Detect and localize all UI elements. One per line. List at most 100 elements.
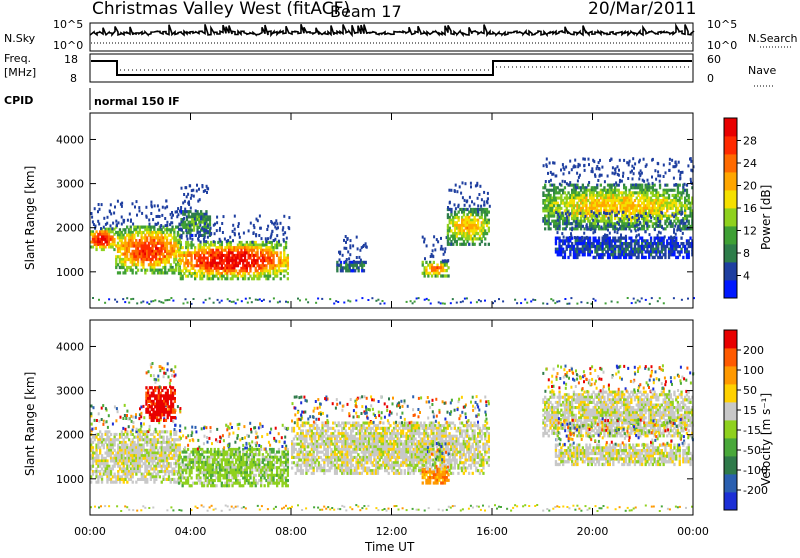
- speckle-cell: [205, 240, 207, 243]
- scatter-cell: [162, 438, 164, 441]
- speckle-cell: [620, 236, 622, 239]
- speckle-cell: [618, 211, 620, 214]
- ground-cell: [335, 300, 337, 302]
- scatter-cell: [564, 256, 566, 259]
- speckle-cell: [645, 212, 647, 215]
- scatter-cell: [637, 256, 639, 259]
- ground-cell: [205, 299, 207, 301]
- scatter-cell: [182, 277, 184, 280]
- scatter-cell: [203, 275, 205, 278]
- ground-cell: [587, 509, 589, 511]
- speckle-cell: [274, 238, 276, 241]
- scatter-cell: [179, 444, 181, 447]
- scatter-cell: [488, 243, 490, 246]
- scatter-cell: [115, 433, 117, 436]
- speckle-cell: [634, 162, 636, 165]
- ground-cell: [476, 301, 478, 303]
- speckle-cell: [175, 211, 177, 214]
- speckle-cell: [182, 201, 184, 204]
- ground-cell: [279, 301, 281, 303]
- speckle-cell: [657, 224, 659, 227]
- speckle-cell: [216, 216, 218, 219]
- speckle-cell: [270, 220, 272, 223]
- speckle-cell: [583, 164, 585, 167]
- speckle-cell: [150, 201, 152, 204]
- speckle-cell: [480, 205, 482, 208]
- scatter-cell: [643, 227, 645, 230]
- ground-cell: [424, 510, 426, 512]
- ground-cell: [203, 506, 205, 508]
- ground-cell: [580, 510, 582, 512]
- ground-cell: [522, 505, 524, 507]
- ground-cell: [520, 302, 522, 304]
- speckle-cell: [444, 247, 446, 250]
- scatter-cell: [146, 478, 148, 481]
- ground-cell: [261, 300, 263, 302]
- speckle-cell: [679, 174, 681, 177]
- speckle-cell: [578, 176, 580, 179]
- scatter-cell: [132, 433, 134, 436]
- scatter-cell: [564, 186, 566, 189]
- ground-cell: [430, 303, 432, 305]
- speckle-cell: [423, 240, 425, 243]
- speckle-cell: [434, 248, 436, 251]
- velocity-heatmap: [90, 362, 694, 512]
- scatter-cell: [132, 271, 134, 274]
- speckle-cell: [92, 220, 94, 223]
- ground-cell: [424, 299, 426, 301]
- ground-cell: [554, 506, 556, 508]
- ground-cell: [406, 301, 408, 303]
- speckle-cell: [187, 202, 189, 205]
- ground-cell: [568, 303, 570, 305]
- scatter-cell: [114, 449, 116, 452]
- speckle-cell: [203, 230, 205, 233]
- ground-cell: [478, 506, 480, 508]
- speckle-cell: [140, 412, 142, 415]
- speckle-cell: [470, 182, 472, 185]
- speckle-cell: [91, 216, 93, 219]
- ground-cell: [351, 508, 353, 510]
- speckle-cell: [267, 225, 269, 228]
- ground-cell: [245, 298, 247, 300]
- speckle-cell: [679, 177, 681, 180]
- speckle-cell: [345, 247, 347, 250]
- speckle-cell: [121, 223, 123, 226]
- ground-cell: [558, 300, 560, 302]
- speckle-cell: [464, 204, 466, 207]
- ground-cell: [349, 300, 351, 302]
- ground-cell: [136, 510, 138, 512]
- ground-cell: [249, 297, 251, 299]
- speckle-cell: [343, 239, 345, 242]
- speckle-cell: [607, 175, 609, 178]
- speckle-cell: [141, 212, 143, 215]
- speckle-cell: [195, 209, 197, 212]
- scatter-cell: [132, 475, 134, 478]
- nsky-tick-top: 10^5: [53, 18, 83, 31]
- speckle-cell: [665, 171, 667, 174]
- ground-cell: [195, 506, 197, 508]
- speckle-cell: [617, 173, 619, 176]
- ground-cell: [464, 298, 466, 300]
- ground-cell: [414, 301, 416, 303]
- ground-cell: [470, 505, 472, 507]
- ground-cell: [126, 506, 128, 508]
- speckle-cell: [622, 172, 624, 175]
- ground-cell: [396, 505, 398, 507]
- scatter-cell: [146, 433, 148, 436]
- speckle-cell: [603, 235, 605, 238]
- ground-cell: [347, 300, 349, 302]
- ground-cell: [554, 302, 556, 304]
- speckle-cell: [592, 159, 594, 162]
- speckle-cell: [253, 231, 255, 234]
- ground-cell: [203, 302, 205, 304]
- speckle-cell: [149, 223, 151, 226]
- scatter-cell: [244, 277, 246, 280]
- speckle-cell: [349, 253, 351, 256]
- speckle-cell: [682, 232, 684, 235]
- ground-cell: [229, 509, 231, 511]
- ground-cell: [150, 301, 152, 303]
- speckle-cell: [177, 405, 179, 408]
- speckle-cell: [116, 223, 118, 226]
- speckle-cell: [663, 164, 665, 167]
- scatter-cell: [119, 271, 121, 274]
